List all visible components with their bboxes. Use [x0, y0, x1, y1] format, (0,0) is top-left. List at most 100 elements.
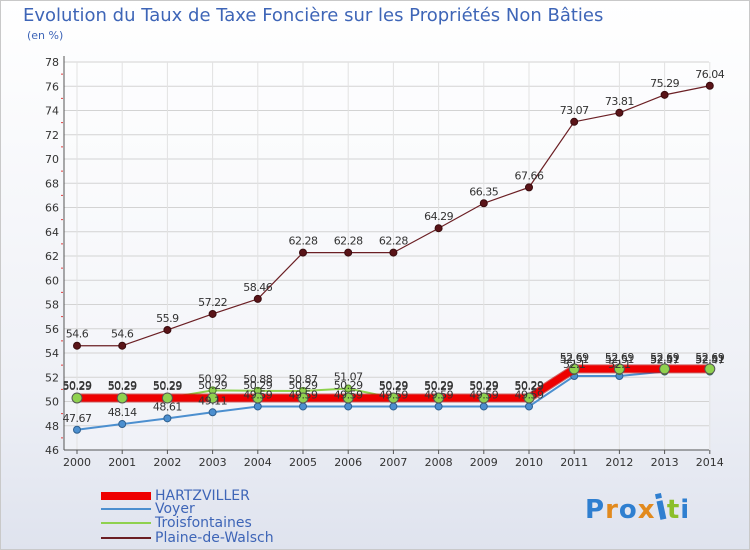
y-tick-label: 48 — [45, 420, 59, 433]
x-tick-label: 2002 — [153, 456, 181, 469]
data-label-voyer: 49.59 — [424, 388, 453, 401]
x-tick-label: 2013 — [651, 456, 679, 469]
legend-item-troisfontaines[interactable]: Troisfontaines — [101, 515, 252, 531]
data-label-voyer: 48.61 — [153, 400, 182, 413]
data-label-voyer: 52.1 — [608, 358, 631, 371]
data-label-troisfontaines: 50.92 — [198, 372, 227, 385]
data-label-hartzviller: 50.29 — [289, 379, 318, 392]
data-label-voyer: 47.67 — [63, 412, 92, 425]
legend-swatch-plaine-de-walsch — [101, 537, 151, 539]
data-label-voyer: 49.59 — [289, 388, 318, 401]
y-tick-label: 78 — [45, 56, 59, 69]
data-label-hartzviller: 50.29 — [424, 379, 453, 392]
y-tick-label: 56 — [45, 323, 59, 336]
data-label-voyer: 52.47 — [695, 354, 724, 367]
data-label-voyer: 52.47 — [650, 354, 679, 367]
legend-swatch-troisfontaines — [101, 522, 151, 524]
legend-label: Voyer — [155, 501, 195, 517]
data-label-troisfontaines: 50.29 — [379, 380, 408, 393]
x-tick-label: 2004 — [244, 456, 272, 469]
legend-swatch-voyer — [101, 508, 151, 510]
data-label-plaine-de-walsch: 64.29 — [424, 210, 453, 223]
legend-item-voyer[interactable]: Voyer — [101, 501, 195, 517]
data-point-hartzviller — [613, 363, 625, 375]
data-label-hartzviller: 50.29 — [243, 379, 272, 392]
data-label-plaine-de-walsch: 54.6 — [111, 328, 134, 341]
data-point-plaine-de-walsch — [389, 248, 398, 257]
data-point-hartzviller — [568, 363, 580, 375]
data-point-voyer — [525, 402, 533, 411]
data-label-voyer: 49.59 — [469, 388, 498, 401]
x-tick-label: 2012 — [605, 456, 633, 469]
data-label-voyer: 49.59 — [379, 388, 408, 401]
data-label-plaine-de-walsch: 76.04 — [695, 68, 724, 81]
data-point-plaine-de-walsch — [660, 90, 669, 99]
y-tick-label: 66 — [45, 202, 59, 215]
data-label-voyer: 49.11 — [198, 394, 227, 407]
data-label-troisfontaines: 50.88 — [243, 373, 272, 386]
data-point-voyer — [208, 408, 217, 417]
grid — [64, 61, 711, 451]
y-tick-label: 52 — [45, 371, 59, 384]
data-label-troisfontaines: 50.29 — [469, 380, 498, 393]
data-point-voyer — [434, 402, 443, 411]
x-tick-label: 2011 — [560, 456, 588, 469]
data-label-plaine-de-walsch: 58.46 — [243, 281, 272, 294]
data-point-voyer — [163, 414, 172, 423]
data-point-plaine-de-walsch — [615, 108, 624, 117]
proxiti-logo: Proxiti — [585, 487, 691, 529]
data-point-plaine-de-walsch — [570, 117, 579, 126]
data-label-plaine-de-walsch: 75.29 — [650, 77, 679, 90]
data-point-voyer — [253, 402, 262, 411]
legend-label: Plaine-de-Walsch — [155, 530, 274, 546]
legend-item-plaine-de-walsch[interactable]: Plaine-de-Walsch — [101, 530, 274, 546]
data-point-hartzviller — [161, 392, 173, 404]
data-point-hartzviller — [433, 392, 445, 404]
data-point-hartzviller — [387, 392, 399, 404]
y-tick-label: 58 — [45, 299, 59, 312]
logo-letter: P — [585, 495, 606, 525]
y-tick-label: 72 — [45, 129, 59, 142]
data-label-hartzviller: 50.29 — [379, 379, 408, 392]
data-label-troisfontaines: 50.29 — [515, 380, 544, 393]
x-tick-label: 2007 — [379, 456, 407, 469]
data-label-plaine-de-walsch: 62.28 — [334, 235, 363, 248]
data-point-plaine-de-walsch — [118, 341, 127, 350]
data-label-hartzviller: 50.29 — [515, 379, 544, 392]
data-label-hartzviller: 52.69 — [605, 351, 634, 364]
y-tick-label: 76 — [45, 80, 59, 93]
data-label-troisfontaines: 52.51 — [605, 353, 634, 366]
x-tick-label: 2014 — [696, 456, 724, 469]
data-label-hartzviller: 52.69 — [695, 351, 724, 364]
y-tick-label: 54 — [45, 347, 59, 360]
data-point-plaine-de-walsch — [253, 294, 262, 303]
logo-letter: x — [637, 495, 656, 525]
data-label-hartzviller: 50.29 — [153, 379, 182, 392]
data-point-voyer — [118, 420, 127, 429]
data-point-voyer — [299, 402, 307, 411]
legend-item-hartzviller[interactable]: HARTZVILLER — [101, 488, 250, 504]
data-label-troisfontaines: 52.51 — [560, 353, 589, 366]
data-label-plaine-de-walsch: 73.81 — [605, 95, 634, 108]
data-point-plaine-de-walsch — [705, 81, 714, 90]
data-point-voyer — [344, 402, 353, 411]
data-point-voyer — [389, 402, 398, 411]
data-point-voyer — [73, 425, 81, 434]
data-label-plaine-de-walsch: 55.9 — [156, 312, 179, 325]
x-tick-label: 2006 — [334, 456, 362, 469]
data-point-hartzviller — [207, 392, 219, 404]
data-point-plaine-de-walsch — [479, 199, 488, 208]
y-tick-label: 50 — [45, 396, 59, 409]
logo-letter: r — [605, 495, 619, 525]
data-point-hartzviller — [478, 392, 490, 404]
logo-letter: i — [680, 495, 691, 525]
y-tick-label: 68 — [45, 177, 59, 190]
logo-letter: t — [666, 495, 681, 525]
x-tick-label: 2001 — [108, 456, 136, 469]
data-label-troisfontaines: 50.29 — [424, 380, 453, 393]
data-label-plaine-de-walsch: 73.07 — [560, 104, 589, 117]
data-label-troisfontaines: 51.07 — [334, 371, 363, 384]
data-label-plaine-de-walsch: 62.28 — [379, 235, 408, 248]
y-tick-label: 74 — [45, 105, 59, 118]
